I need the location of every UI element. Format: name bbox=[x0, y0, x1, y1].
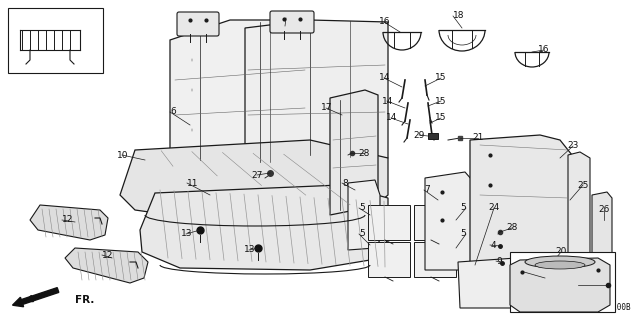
Text: 14: 14 bbox=[386, 114, 397, 123]
Polygon shape bbox=[120, 140, 388, 222]
Text: 15: 15 bbox=[435, 114, 447, 123]
Text: 11: 11 bbox=[188, 179, 199, 188]
Text: 14: 14 bbox=[379, 74, 390, 83]
Text: 28: 28 bbox=[506, 223, 517, 233]
Bar bbox=[368, 205, 410, 240]
Polygon shape bbox=[425, 172, 472, 270]
Text: 7: 7 bbox=[424, 186, 430, 195]
Bar bbox=[414, 205, 456, 240]
Polygon shape bbox=[458, 255, 572, 308]
Text: 5: 5 bbox=[359, 204, 365, 212]
Text: 17: 17 bbox=[321, 103, 332, 113]
Text: 15: 15 bbox=[435, 97, 447, 106]
Text: 22: 22 bbox=[286, 13, 298, 22]
Bar bbox=[368, 242, 410, 277]
FancyBboxPatch shape bbox=[177, 12, 219, 36]
Text: 16: 16 bbox=[538, 45, 550, 54]
Text: 5: 5 bbox=[460, 229, 466, 238]
Polygon shape bbox=[348, 180, 380, 250]
FancyArrow shape bbox=[13, 288, 59, 307]
Bar bbox=[510, 252, 615, 312]
Text: 9: 9 bbox=[572, 281, 578, 290]
Text: 16: 16 bbox=[378, 18, 390, 27]
Text: 27: 27 bbox=[252, 171, 263, 180]
Text: 13: 13 bbox=[180, 229, 192, 238]
Text: TZ3B4100B: TZ3B4100B bbox=[590, 303, 632, 312]
Text: 12: 12 bbox=[62, 215, 74, 225]
Text: 29: 29 bbox=[413, 131, 425, 140]
Polygon shape bbox=[470, 135, 572, 278]
Text: 5: 5 bbox=[359, 229, 365, 238]
FancyBboxPatch shape bbox=[270, 11, 314, 33]
Polygon shape bbox=[510, 258, 610, 312]
Text: 6: 6 bbox=[170, 108, 176, 116]
Text: 25: 25 bbox=[577, 180, 588, 189]
Text: 9: 9 bbox=[496, 257, 502, 266]
Polygon shape bbox=[245, 20, 388, 165]
Text: 13: 13 bbox=[243, 245, 255, 254]
Text: 10: 10 bbox=[116, 150, 128, 159]
Text: 14: 14 bbox=[381, 97, 393, 106]
Ellipse shape bbox=[535, 261, 585, 269]
Text: 4: 4 bbox=[490, 241, 496, 250]
Text: 1: 1 bbox=[52, 10, 58, 19]
Polygon shape bbox=[140, 185, 388, 270]
Text: 21: 21 bbox=[472, 133, 483, 142]
Text: 19: 19 bbox=[524, 268, 536, 276]
Text: 12: 12 bbox=[102, 251, 114, 260]
Text: 15: 15 bbox=[435, 74, 447, 83]
Text: 20: 20 bbox=[555, 247, 566, 257]
Bar bbox=[414, 242, 456, 277]
Bar bbox=[428, 133, 438, 139]
Text: 26: 26 bbox=[598, 205, 609, 214]
Text: 24: 24 bbox=[488, 204, 499, 212]
Polygon shape bbox=[568, 152, 590, 285]
Bar bbox=[8, 8, 103, 73]
Text: 28: 28 bbox=[358, 148, 369, 157]
Polygon shape bbox=[592, 192, 612, 278]
Text: 1: 1 bbox=[52, 10, 58, 19]
Polygon shape bbox=[30, 205, 108, 240]
Text: FR.: FR. bbox=[75, 295, 94, 305]
Text: 5: 5 bbox=[460, 204, 466, 212]
Ellipse shape bbox=[525, 256, 595, 268]
Text: 18: 18 bbox=[453, 12, 465, 20]
Text: 8: 8 bbox=[342, 179, 348, 188]
Text: 23: 23 bbox=[567, 141, 579, 150]
Polygon shape bbox=[170, 20, 310, 175]
Polygon shape bbox=[330, 90, 378, 215]
Polygon shape bbox=[65, 248, 148, 283]
